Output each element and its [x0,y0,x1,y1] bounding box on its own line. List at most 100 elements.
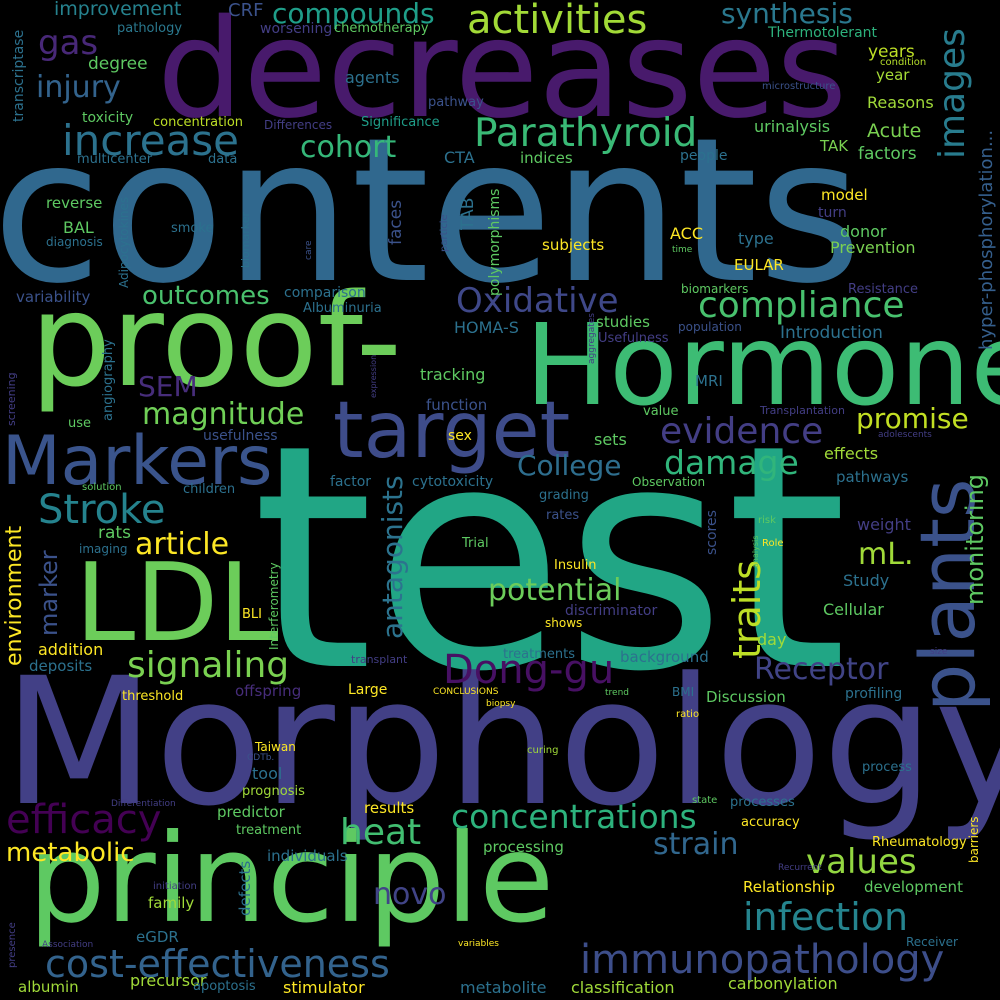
word-toxicity: toxicity [82,110,134,126]
word-family: family [148,894,195,912]
word-chemotherapy: chemotherapy [334,21,429,36]
word-indices: indices [520,149,573,167]
word-aggregates: aggregates [587,313,597,364]
word-defects: defects [236,860,254,916]
word-profiling: profiling [845,686,903,702]
word-compliance: compliance [698,285,905,326]
word-synthesis: synthesis [721,0,853,30]
word-promise: promise [856,402,969,435]
word-gas: gas [38,23,99,63]
word-screening: screening [5,372,18,426]
word-improvement: improvement [54,0,182,20]
word-population: population [678,320,742,334]
word-background: background [620,648,709,666]
word-biopsy: biopsy [486,699,516,709]
word-tab: TAB [458,197,478,230]
word-sex: sex [448,428,472,444]
word-taiwan: Taiwan [255,740,296,754]
word-resistance: Resistance [848,282,919,297]
word-immunopathology: immunopathology [580,937,945,983]
word-usefulness-cap: Usefulness [598,331,669,346]
word-recurrent: Recurrent [778,863,822,873]
word-comparison: comparison [284,285,366,301]
word-mri: MRI [695,372,723,390]
word-condition: condition [880,57,927,68]
word-antagonists: antagonists [376,475,409,639]
word-individuals: individuals [267,847,348,865]
word-stimulator: stimulator [283,978,365,997]
word-monitoring: monitoring [961,473,989,605]
word-hyper-phosphorylation: hyper-phosphorylation... [976,129,997,350]
word-marker: marker [35,550,63,636]
word-addition: addition [38,640,104,659]
word-data: data [208,152,238,167]
word-conclusions: CONCLUSIONS [433,687,499,697]
word-apoptosis: apoptosis [193,979,256,994]
word-precursor: precursor [130,971,207,990]
word-metabolic: metabolic [6,838,135,868]
word-barriers: barriers [967,816,981,863]
word-biomarkers: biomarkers [681,282,749,296]
word-diagnosis: diagnosis [46,235,103,249]
word-bli: BLI [242,607,262,622]
word-worsening: worsening [260,21,333,37]
word-reasons: Reasons [867,93,934,112]
word-differentiation: Differentiation [111,799,176,809]
word-presence: presence [7,922,18,968]
word-bal: BAL [63,218,94,237]
word-cellular: Cellular [823,600,884,619]
word-acc: ACC [670,224,704,243]
word-use: use [68,416,92,431]
word-carbonylation: carbonylation [728,974,838,993]
word-results: results [364,799,415,817]
word-prognosis: prognosis [242,784,305,799]
word-outcomes: outcomes [142,281,270,311]
word-ml: mL. [858,537,914,572]
word-images: images [932,28,973,159]
word-agents: agents [345,68,400,87]
word-studies: studies [596,313,650,331]
word-biomarker: biomarker [239,211,252,268]
word-interferometry: Interferometry [267,562,281,650]
word-infection: infection [743,895,909,939]
word-children: children [183,482,236,497]
word-variability: variability [16,288,91,306]
word-signaling: signaling [127,645,290,686]
word-shows: shows [545,616,583,630]
word-threshold: threshold [122,689,184,704]
word-increase: increase [62,116,240,165]
word-ldl: LDL [75,541,279,666]
word-discriminator: discriminator [565,603,658,619]
word-relationship: Relationship [743,878,836,896]
word-years: years [868,42,915,62]
word-offspring: offspring [235,682,302,700]
word-heat: heat [340,812,422,853]
word-contents: contents [0,95,862,328]
word-homa-s: HOMA-S [454,318,519,337]
word-subjects: subjects [542,236,605,254]
word-rheumatology: Rheumatology [872,835,967,850]
word-transplant: transplant [351,653,408,666]
word-tracking: tracking [420,365,486,384]
word-role: Role [762,538,784,549]
word-rates: rates [546,508,580,523]
word-stroke: Stroke [38,487,166,533]
word-insulin: Insulin [554,558,597,573]
word-care: care [304,240,314,260]
word-evidence: evidence [660,411,824,452]
word-classification: classification [571,978,675,997]
word-concentration: concentration [153,115,244,130]
word-state: state [692,795,718,806]
word-cytotoxicity: cytotoxicity [412,474,494,490]
word-proof: proof- [30,267,402,416]
word-metabolite: metabolite [460,978,547,997]
word-study: Study [843,571,890,590]
word-introduction: Introduction [780,323,883,343]
word-parathyroid: Parathyroid [474,111,698,156]
word-albumin: albumin [18,978,79,996]
word-transplantation: Transplantation [760,404,845,417]
word-day: day [757,630,787,649]
word-hormone: Hormone [525,301,1000,431]
word-dong-gu: Dong-gu [443,647,615,693]
